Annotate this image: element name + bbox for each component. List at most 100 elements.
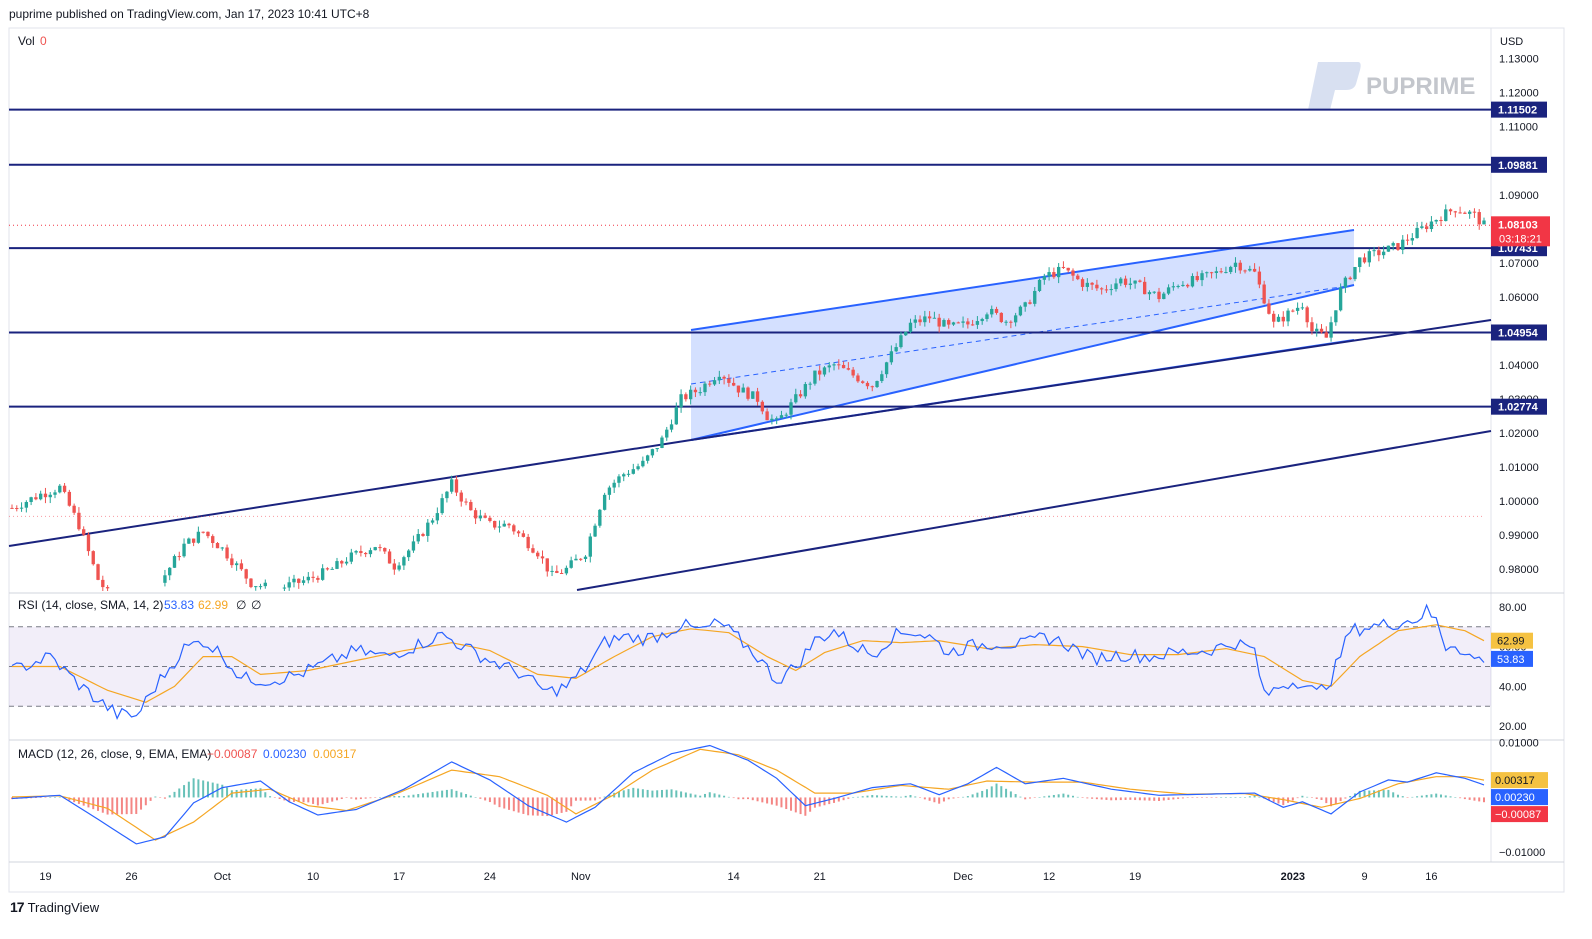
macd-signal-tag xyxy=(1491,772,1548,789)
macd-histogram-bar xyxy=(1315,797,1318,799)
candle-body xyxy=(679,394,683,408)
level-price-tag xyxy=(1491,101,1547,118)
macd-histogram-bar xyxy=(861,796,864,798)
macd-histogram-bar xyxy=(1244,797,1247,798)
candle-body xyxy=(454,479,459,493)
candle-body xyxy=(1138,280,1142,282)
candle-body xyxy=(1338,287,1343,311)
macd-histogram-bar xyxy=(1201,797,1204,798)
macd-histogram-bar xyxy=(761,797,764,803)
macd-histogram-bar xyxy=(1272,797,1275,802)
macd-histogram-bar xyxy=(503,797,506,809)
candle-body xyxy=(225,547,229,559)
macd-histogram-bar xyxy=(641,789,644,798)
macd-histogram-bar xyxy=(598,797,601,799)
macd-histogram-bar xyxy=(828,797,831,805)
candle-body xyxy=(937,317,941,327)
candle-body xyxy=(856,375,860,382)
price-tick-label: 1.13000 xyxy=(1499,54,1539,66)
macd-histogram-bar xyxy=(345,797,348,798)
candle-body xyxy=(1095,284,1099,289)
candle-body xyxy=(440,498,444,514)
macd-histogram-bar xyxy=(445,789,448,798)
macd-histogram-bar xyxy=(536,797,539,816)
price-pane[interactable]: Vol 0 USD 1.130001.120001.110001.100001.… xyxy=(8,34,1550,591)
candle-body xyxy=(459,492,463,502)
macd-histogram-bar xyxy=(183,785,186,798)
horizontal-levels[interactable] xyxy=(9,108,1491,517)
macd-histogram-bar xyxy=(39,797,42,798)
macd-histogram-bar xyxy=(627,789,630,798)
macd-histogram-bar xyxy=(350,797,353,799)
macd-histogram-bar xyxy=(1167,797,1170,800)
macd-line xyxy=(11,744,1485,845)
macd-histogram-bar xyxy=(465,794,468,798)
candle-body xyxy=(1467,211,1472,214)
candle-body xyxy=(837,364,841,366)
macd-histogram-bar xyxy=(904,795,907,798)
candle-body xyxy=(1186,284,1190,287)
time-axis[interactable]: 19 26 Oct 10 17 24 Nov 14 21 Dec 12 19 2023 9 16 xyxy=(39,871,1437,883)
macd-histogram-bar xyxy=(995,783,998,798)
macd-pane[interactable]: MACD (12, 26, close, 9, EMA, EMA) −0.000… xyxy=(11,738,1548,859)
macd-histogram-bar xyxy=(474,797,477,798)
time-tick-label: Dec xyxy=(953,871,973,883)
candle-body xyxy=(397,565,401,570)
candle-body xyxy=(1367,251,1371,263)
candle-body xyxy=(1386,245,1391,252)
macd-histogram-bar xyxy=(163,797,166,799)
macd-histogram-bar xyxy=(1215,797,1218,798)
macd-histogram-bar xyxy=(269,796,272,798)
macd-histogram-bar xyxy=(527,797,530,816)
candle-body xyxy=(1042,276,1046,280)
macd-histogram-bar xyxy=(58,796,61,798)
candle-body xyxy=(1420,226,1424,228)
candle-body xyxy=(770,418,774,421)
macd-histogram-bar xyxy=(866,795,869,798)
macd-histogram-bar xyxy=(297,797,300,803)
macd-histogram-bar xyxy=(508,797,511,810)
rsi-pane[interactable]: RSI (14, close, SMA, 14, 2) 53.83 62.99 … xyxy=(9,598,1533,733)
macd-histogram-bar xyxy=(780,797,783,808)
tradingview-footer[interactable]: 17 TradingView xyxy=(10,899,99,915)
channel-mid-base-line[interactable] xyxy=(690,284,1355,441)
time-tick-label: 26 xyxy=(125,871,137,883)
candle-body xyxy=(82,529,86,535)
macd-histogram-bar xyxy=(1100,797,1103,800)
candle-body xyxy=(320,568,325,580)
trendline-long-upper-extension[interactable] xyxy=(690,319,1492,441)
macd-histogram-bar xyxy=(431,791,434,798)
rsi-line xyxy=(11,603,1485,720)
candle-body xyxy=(875,381,879,388)
macd-histogram-bar xyxy=(460,792,463,798)
candle-body xyxy=(1209,272,1214,274)
macd-histogram-bar xyxy=(1377,790,1380,798)
macd-histogram-bar xyxy=(1019,796,1022,798)
level-price-tag xyxy=(1491,398,1547,415)
level-price-tag xyxy=(1491,324,1547,341)
macd-histogram-bar xyxy=(106,797,109,815)
candle-body xyxy=(1319,328,1324,333)
candle-body xyxy=(693,389,698,393)
macd-histogram-bar xyxy=(766,797,769,804)
macd-histogram-bar xyxy=(876,795,879,798)
macd-histogram-bar xyxy=(1449,796,1452,798)
channel-upper-line[interactable] xyxy=(690,229,1355,331)
channel-drawings[interactable] xyxy=(8,229,1492,591)
candle-body xyxy=(1477,212,1481,225)
candle-body xyxy=(947,320,951,325)
macd-histogram-bar xyxy=(1210,797,1213,798)
macd-histogram-bar xyxy=(990,786,993,798)
candle-body xyxy=(96,564,100,580)
macd-histogram-bar xyxy=(1048,795,1051,798)
trendline-long-upper[interactable] xyxy=(8,439,692,547)
macd-histogram-bar xyxy=(880,795,883,798)
trendline-long-lower[interactable] xyxy=(576,430,1492,591)
macd-histogram-bar xyxy=(159,797,162,798)
macd-histogram-bar xyxy=(484,797,487,801)
candle-body xyxy=(631,469,635,474)
macd-histogram-bar xyxy=(202,780,205,798)
candle-body xyxy=(1128,283,1133,285)
macd-hist-tag-label: −0.00087 xyxy=(1495,809,1541,821)
